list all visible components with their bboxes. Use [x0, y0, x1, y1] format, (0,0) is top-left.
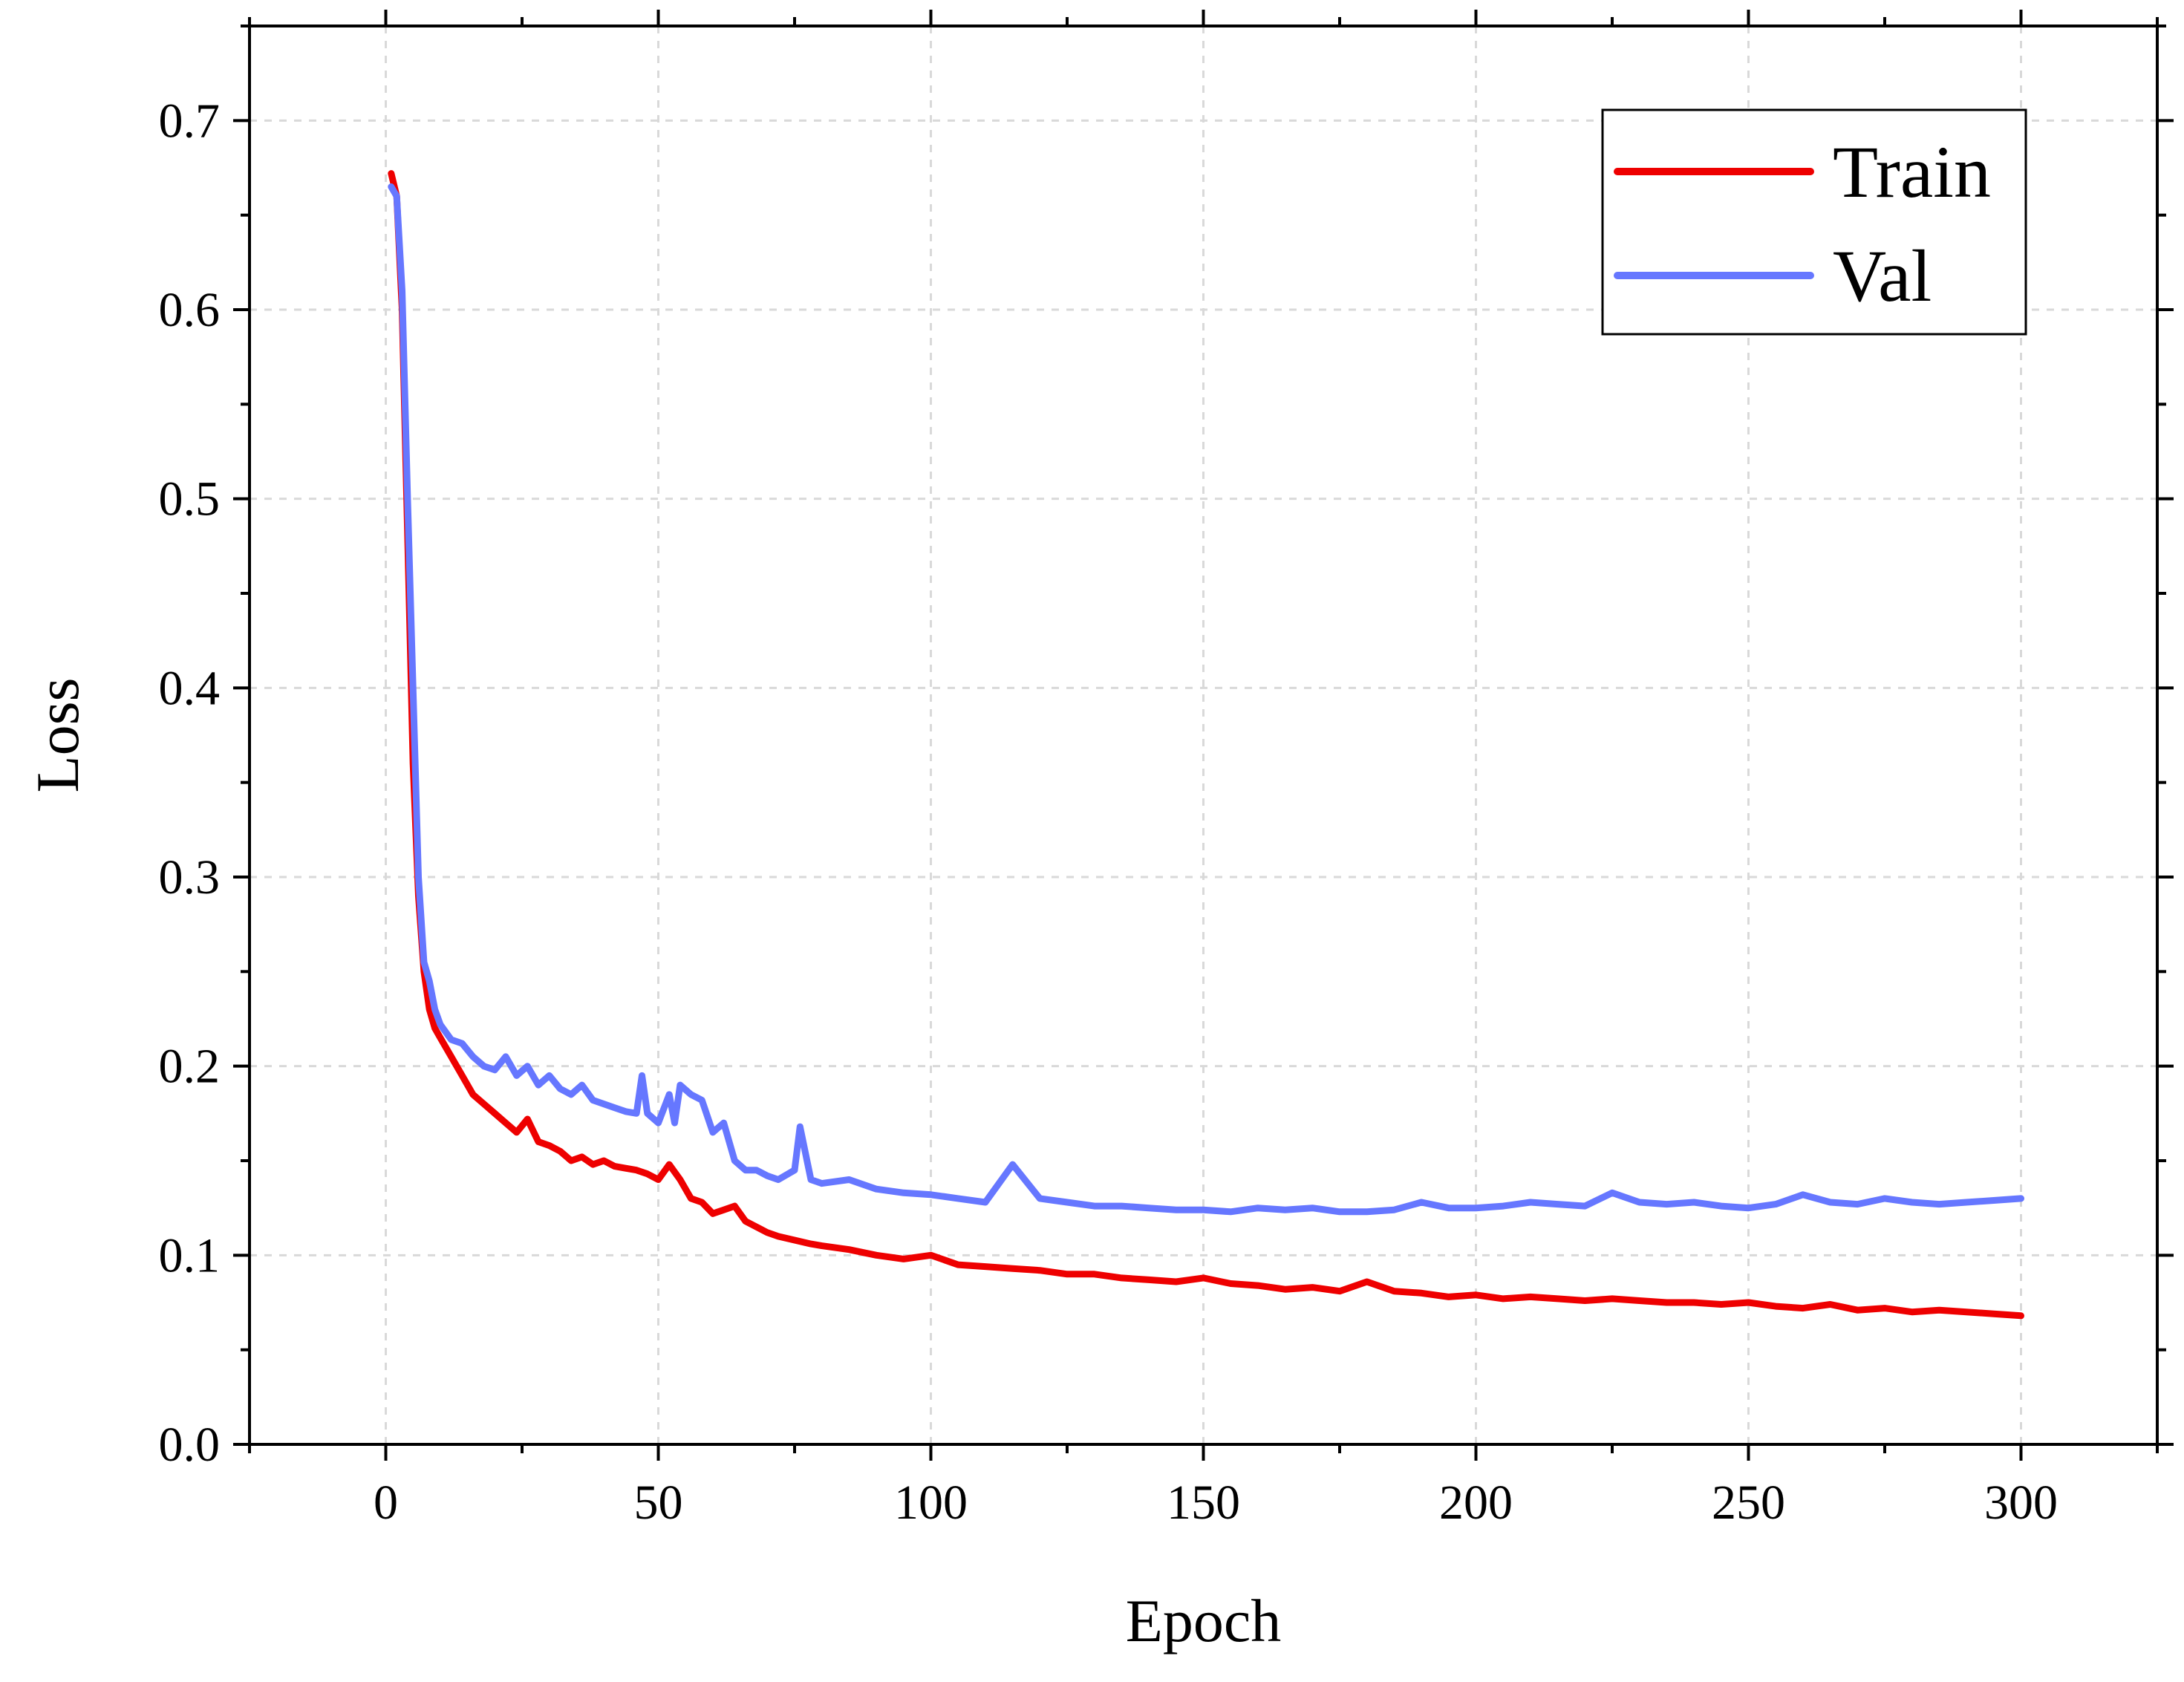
grid-lines	[250, 26, 2157, 1444]
y-tick-label: 0.4	[159, 661, 221, 715]
y-tick-label: 0.6	[159, 283, 221, 337]
series-line-val	[388, 183, 2024, 1216]
legend: Train Val	[1601, 108, 2027, 336]
y-tick-label: 0.1	[159, 1228, 221, 1282]
series-line-train	[388, 170, 2024, 1320]
x-tick-label: 0	[374, 1476, 398, 1530]
series-lines	[388, 170, 2024, 1320]
y-tick-label: 0.0	[159, 1418, 221, 1472]
x-tick-label: 100	[894, 1476, 968, 1530]
legend-label-train: Train	[1833, 131, 1991, 213]
y-tick-label: 0.3	[159, 850, 221, 904]
y-axis-title: Loss	[24, 678, 91, 793]
legend-label-val: Val	[1833, 235, 1932, 317]
y-tick-label: 0.2	[159, 1040, 221, 1094]
y-tick-label: 0.7	[159, 94, 221, 148]
x-axis-title: Epoch	[1126, 1587, 1281, 1655]
x-tick-label: 300	[1984, 1476, 2058, 1530]
y-tick-label: 0.5	[159, 472, 221, 527]
legend-box	[1601, 108, 2027, 336]
x-tick-label: 250	[1712, 1476, 1785, 1530]
axis-ticks	[233, 10, 2174, 1461]
tick-labels: 0 50 100 150 200 250 300 0.0 0.1 0.2 0.3 0.4 0.5 0.6 0…	[159, 94, 2058, 1530]
x-tick-label: 200	[1439, 1476, 1513, 1530]
x-tick-label: 150	[1167, 1476, 1240, 1530]
x-tick-label: 50	[634, 1476, 683, 1530]
